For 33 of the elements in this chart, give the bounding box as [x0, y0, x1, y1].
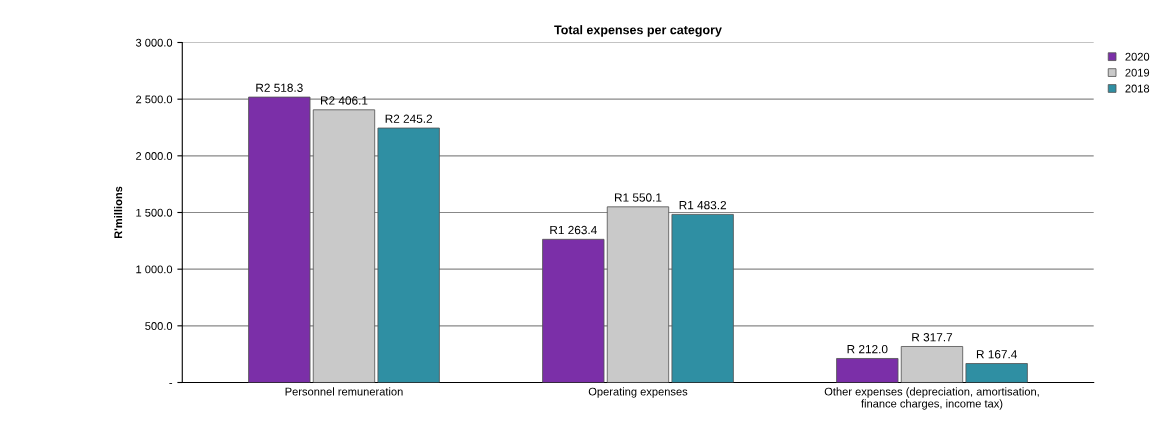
- data-label: R1 263.4: [550, 225, 597, 235]
- bar: [900, 346, 964, 383]
- x-tick-label: Operating expenses: [588, 387, 688, 398]
- bar: [671, 213, 734, 383]
- bar: [542, 238, 605, 383]
- data-label: R2 245.2: [385, 114, 433, 123]
- data-label: R1 483.2: [679, 200, 727, 210]
- chart-title: Total expenses per category: [554, 25, 722, 37]
- data-label: R 317.7: [912, 333, 953, 342]
- data-label: R2 406.1: [320, 96, 368, 105]
- y-tick-label: 3 000.0: [135, 38, 173, 47]
- bar: [965, 363, 1028, 383]
- data-label: R 212.0: [847, 345, 888, 354]
- y-tick-label: -: [169, 383, 173, 385]
- y-tick-label: 1 500.0: [136, 208, 173, 217]
- y-tick-label: 2 000.0: [136, 152, 173, 160]
- bar: [312, 109, 376, 383]
- y-tick-label: 500.0: [145, 322, 173, 330]
- bar: [377, 127, 440, 383]
- legend-label: 2020: [1125, 52, 1150, 61]
- legend-label: 2018: [1125, 84, 1150, 93]
- data-label: R2 518.3: [256, 83, 303, 92]
- y-tick-label: 1 000.0: [136, 265, 173, 274]
- data-label: R1 550.1: [614, 193, 662, 202]
- bar: [606, 206, 670, 383]
- data-label: R 167.4: [976, 350, 1017, 359]
- y-axis-title: R'millions: [114, 186, 123, 239]
- bar: [248, 96, 311, 383]
- bar: [836, 358, 899, 383]
- legend-label: 2019: [1125, 68, 1150, 77]
- x-tick-label: Other expenses (depreciation, amortisation, finance charges, income tax): [824, 387, 1039, 410]
- x-tick-label: Personnel remuneration: [285, 387, 403, 396]
- y-tick-label: 2 500.0: [136, 95, 173, 104]
